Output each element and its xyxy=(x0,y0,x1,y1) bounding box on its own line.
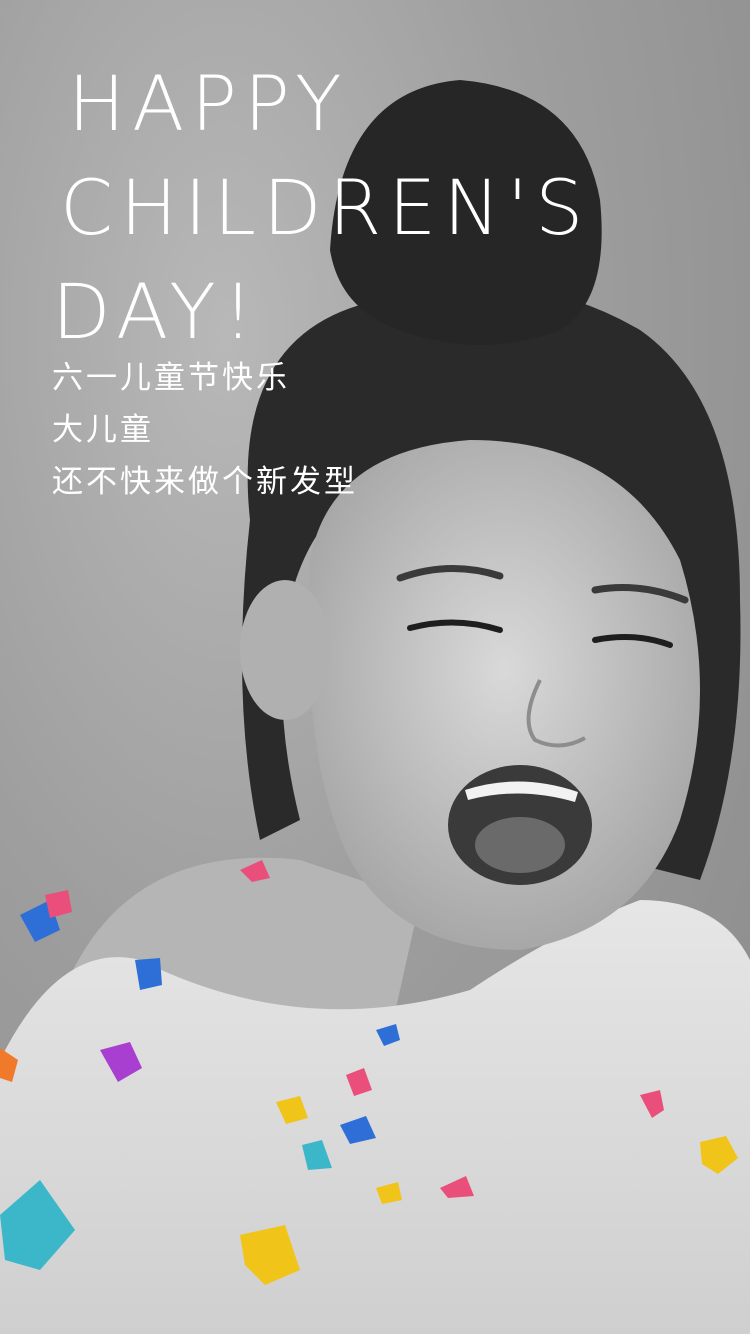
confetti-piece xyxy=(340,1116,376,1144)
headline-line-2: CHILDREN'S xyxy=(60,163,591,252)
eye-left xyxy=(407,619,503,633)
confetti-piece xyxy=(100,1042,142,1082)
slogan: 六一儿童节快乐 大儿童 还不快来做个新发型 xyxy=(52,352,358,508)
confetti-piece xyxy=(440,1176,474,1198)
eye-right xyxy=(592,634,673,648)
confetti-piece xyxy=(240,1225,300,1285)
headline-line-1: HAPPY xyxy=(68,59,349,148)
confetti-piece xyxy=(376,1182,402,1204)
hair xyxy=(242,285,741,880)
headline-line-3: DAY! xyxy=(52,267,261,356)
confetti-piece xyxy=(700,1136,738,1174)
confetti-piece xyxy=(135,958,162,990)
shirt xyxy=(0,900,750,1334)
confetti-piece xyxy=(0,1180,75,1270)
confetti-piece xyxy=(376,1024,400,1046)
confetti-piece xyxy=(45,890,72,918)
confetti-piece xyxy=(346,1068,372,1096)
slogan-line-1: 六一儿童节快乐 xyxy=(52,360,290,396)
confetti-piece xyxy=(276,1096,308,1124)
confetti-piece xyxy=(240,860,270,882)
face xyxy=(308,440,700,950)
confetti-piece xyxy=(0,1048,18,1082)
headline: HAPPY CHILDREN'S DAY! xyxy=(52,52,590,364)
confetti-piece xyxy=(640,1090,664,1118)
slogan-line-3: 还不快来做个新发型 xyxy=(52,464,358,500)
confetti-piece xyxy=(302,1140,332,1170)
hair-bun xyxy=(330,80,602,345)
ear xyxy=(240,580,330,720)
slogan-line-2: 大儿童 xyxy=(52,412,154,448)
